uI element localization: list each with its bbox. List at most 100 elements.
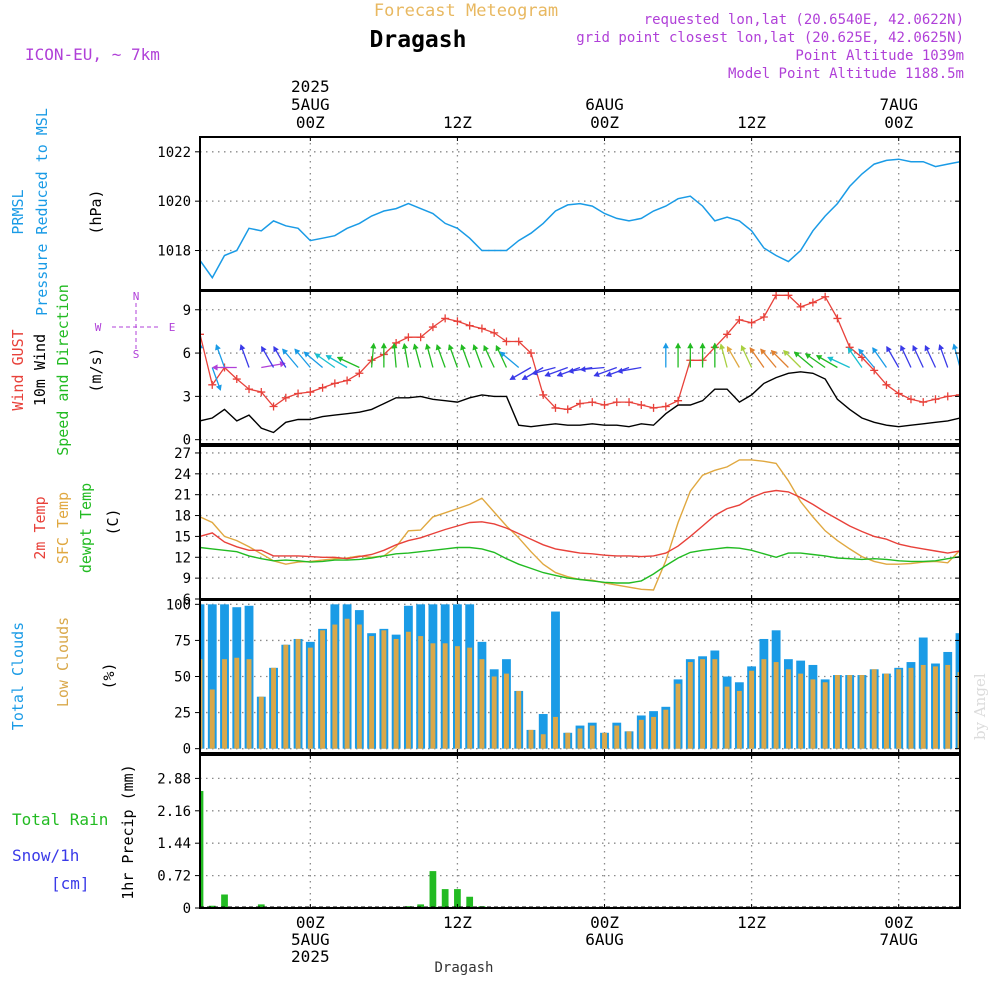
gust-marker [526, 349, 535, 358]
gust-marker [906, 395, 915, 404]
gust-marker [392, 338, 401, 347]
wind-barb [435, 344, 446, 368]
y-tick-label: 12 [174, 550, 191, 566]
gust-marker [894, 389, 903, 398]
wind-barb [804, 353, 826, 369]
gust-marker [294, 389, 303, 398]
low-cloud-bar [577, 728, 583, 749]
wind-barb [424, 343, 434, 368]
y-tick-label: 27 [174, 446, 191, 462]
series-clouds [173, 604, 960, 749]
wind-barb [749, 347, 765, 368]
wind-barb [726, 345, 740, 368]
sfc-temp-line [200, 459, 960, 591]
wind-barb [938, 344, 949, 368]
low-cloud-bar [957, 672, 960, 749]
wind-barb [719, 343, 728, 368]
wind-barb [924, 344, 937, 368]
panel-frame [199, 754, 961, 909]
wind-barb [447, 344, 459, 368]
low-cloud-bar [222, 659, 227, 749]
snow-label: Snow/1h [12, 846, 79, 865]
total-clouds-label: Total Clouds [9, 622, 27, 730]
y-tick-label: 0.72 [157, 869, 191, 885]
time-label-top: 00Z [296, 113, 325, 132]
low-cloud-bar [687, 662, 693, 749]
grid-point-coords: grid point closest lon,lat (20.625E, 42.… [576, 30, 964, 46]
low-cloud-bar [271, 667, 276, 749]
series-pressure [200, 158, 960, 280]
gust-marker [833, 314, 842, 323]
gust-marker [649, 403, 658, 412]
wind-barb [303, 351, 323, 368]
time-label-bottom: 00Z [884, 913, 913, 932]
gust-marker [269, 402, 278, 411]
wind-speed-line [200, 371, 960, 434]
gust-marker [956, 390, 960, 399]
low-cloud-bar [307, 647, 313, 749]
low-cloud-bar [724, 686, 730, 749]
time-label-bottom: 12Z [737, 913, 766, 932]
requested-coords: requested lon,lat (20.6540E, 42.0622N) [644, 12, 964, 28]
low-cloud-bar [283, 644, 289, 749]
low-cloud-bar [626, 731, 632, 749]
wind-barb [325, 354, 348, 369]
low-cloud-bar [516, 690, 522, 749]
gust-marker [428, 323, 437, 332]
dewpt-line [200, 546, 960, 584]
gust-marker [453, 317, 462, 326]
precip-unit: 1hr Precip (mm) [119, 764, 137, 899]
wind-gust-label: Wind GUST [9, 329, 27, 410]
gust-marker [588, 398, 597, 407]
low-cloud-bar [393, 638, 399, 749]
rain-bar [257, 904, 265, 908]
panel-frame [199, 290, 961, 445]
time-label-bottom: 7AUG [879, 930, 918, 949]
wind-barb [336, 356, 360, 369]
wind-barb [472, 344, 483, 368]
wind-barb [886, 345, 900, 368]
wind-barb [173, 344, 178, 368]
wind-barb [370, 342, 377, 368]
rain-bar [417, 904, 425, 908]
gust-marker [355, 369, 364, 378]
low-cloud-bar [540, 734, 546, 749]
gust-marker [625, 398, 634, 407]
time-label-bottom: 00Z [590, 913, 619, 932]
wind-barb [260, 345, 275, 368]
low-cloud-bar [209, 689, 215, 749]
low-cloud-bar [822, 682, 828, 749]
low-cloud-bar [442, 643, 448, 749]
temp-unit: (C) [104, 508, 122, 535]
wind-barb [793, 351, 814, 368]
wind-barb [971, 348, 985, 368]
gust-marker [184, 335, 192, 343]
wind-barb [783, 349, 802, 368]
clouds-unit: (%) [100, 662, 118, 689]
gust-marker [477, 324, 486, 333]
gust-marker [796, 302, 805, 311]
wind-barb [674, 342, 682, 368]
low-cloud-bar [945, 664, 951, 749]
sfc-temp-label: SFC Temp [54, 492, 72, 564]
low-cloud-bar [553, 716, 558, 749]
rain-bar [221, 894, 228, 908]
y-tick-label: 24 [174, 467, 191, 483]
gust-marker [551, 403, 560, 412]
low-cloud-bar [344, 618, 350, 749]
low-cloud-bar [173, 642, 178, 749]
gust-marker [232, 375, 241, 384]
wind-barb [740, 344, 753, 368]
gust-marker [943, 392, 952, 401]
low-cloud-bar [491, 676, 497, 749]
low-cloud-bar [834, 675, 840, 749]
wind-barb [912, 344, 924, 368]
low-cloud-bar [246, 659, 252, 749]
y-tick-label: 1.44 [157, 836, 191, 852]
y-tick-label: 25 [174, 706, 191, 722]
wind-barb [711, 342, 718, 368]
model-label: ICON-EU, ~ 7km [25, 45, 160, 64]
gust-marker [968, 387, 976, 395]
wind-barb [380, 342, 387, 368]
low-cloud-bar [651, 716, 656, 749]
